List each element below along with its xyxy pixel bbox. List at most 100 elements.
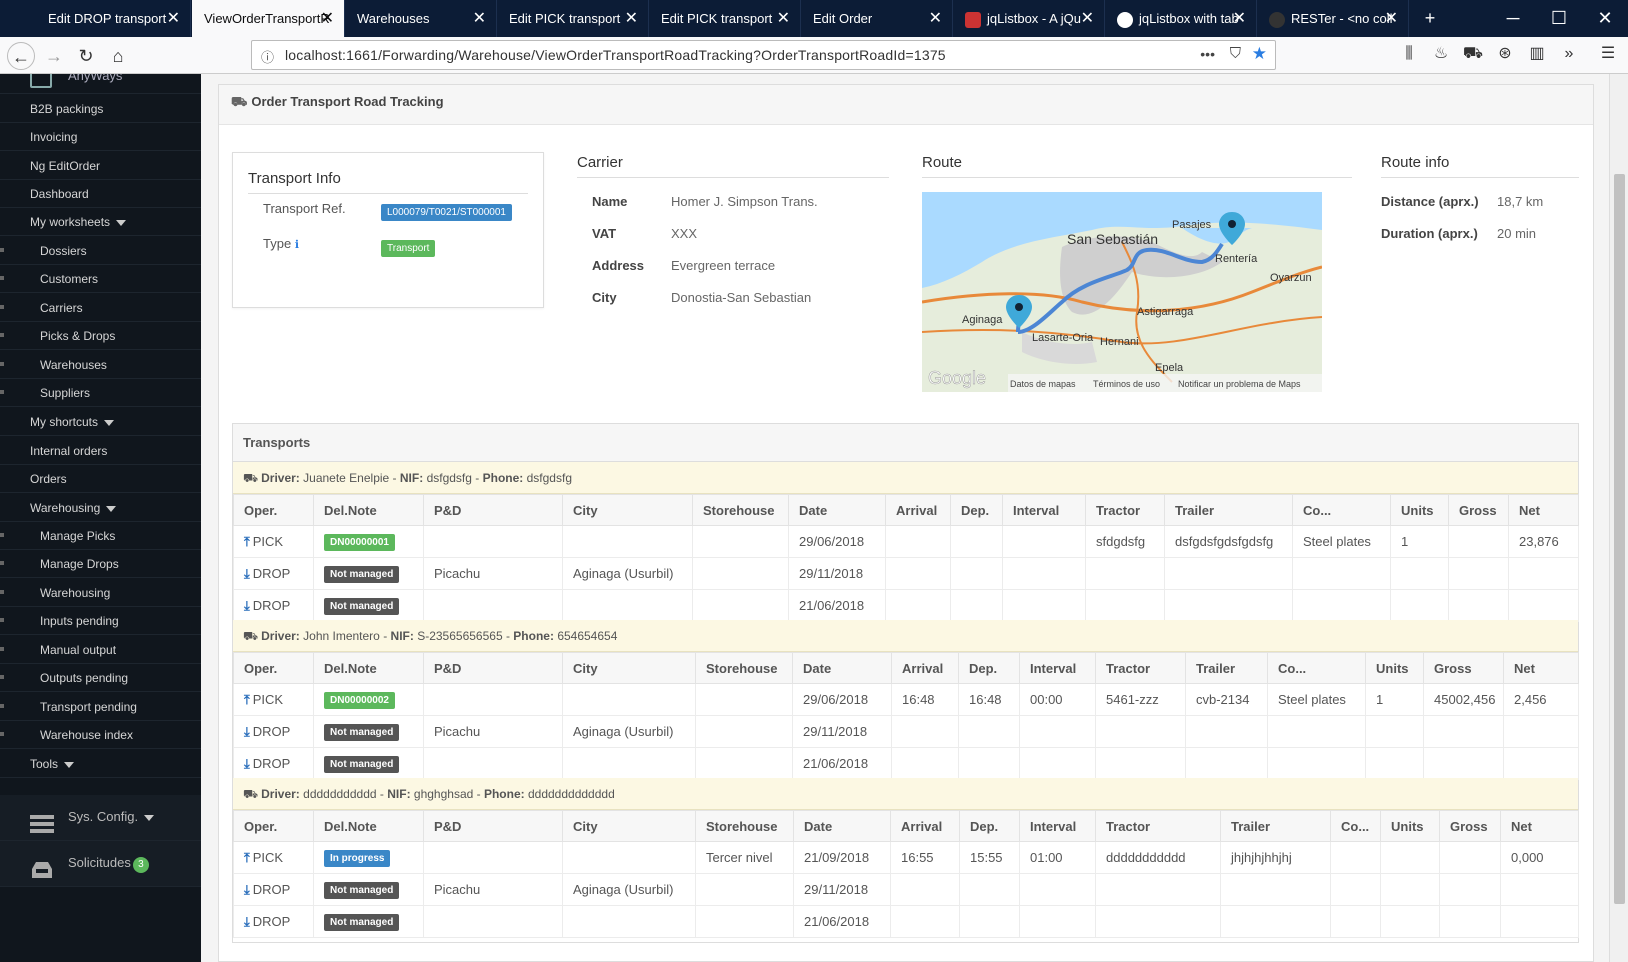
tab-view-order-transport[interactable]: ViewOrderTransportR ✕ xyxy=(192,0,345,37)
operation-link[interactable]: DROP xyxy=(252,881,291,897)
operation-link[interactable]: PICK xyxy=(252,533,284,549)
close-tab-icon[interactable]: ✕ xyxy=(776,10,790,27)
extension-icon[interactable]: ♨ xyxy=(1433,45,1449,62)
tab-edit-order[interactable]: Edit Order ✕ xyxy=(801,0,953,37)
sidebar-item[interactable]: Dashboard xyxy=(0,180,201,208)
sidebar-item[interactable]: Warehousing xyxy=(0,494,201,522)
sidebar-item[interactable]: Picks & Drops xyxy=(0,322,201,350)
column-header[interactable]: Oper. xyxy=(233,652,314,684)
map-pin-icon[interactable] xyxy=(1219,212,1245,245)
column-header[interactable]: Co... xyxy=(1267,652,1366,684)
sidebar-item[interactable]: Dossiers xyxy=(0,237,201,265)
map-data-link[interactable]: Datos de mapas xyxy=(1010,379,1076,389)
column-header[interactable]: Storehouse xyxy=(695,810,794,842)
sidebar-item[interactable]: Ng EditOrder xyxy=(0,152,201,180)
close-tab-icon[interactable]: ✕ xyxy=(166,10,180,27)
close-tab-icon[interactable]: ✕ xyxy=(928,10,942,27)
column-header[interactable]: City xyxy=(562,494,693,526)
operation-link[interactable]: DROP xyxy=(252,755,291,771)
table-row[interactable]: ⤒ PICK DN00000001 29/06/2018 sfdgdsfg dsfgdsf… xyxy=(233,525,1579,558)
info-icon[interactable]: ℹ xyxy=(294,239,299,251)
column-header[interactable]: P&D xyxy=(423,652,563,684)
table-row[interactable]: ⤒ PICK DN00000002 29/06/2018 16:48 16:48 00:00… xyxy=(233,683,1579,716)
column-header[interactable]: Co... xyxy=(1330,810,1381,842)
sidebar-top-item[interactable]: AnyWays xyxy=(0,74,201,94)
page-actions-icon[interactable]: ••• xyxy=(1200,46,1215,62)
sidebar-item[interactable]: Warehouses xyxy=(0,351,201,379)
map-pin-icon[interactable] xyxy=(1006,295,1032,328)
sidebar-item[interactable]: My shortcuts xyxy=(0,408,201,436)
table-row[interactable]: ⤓ DROP Not managed Picachu Aginaga (Usurbil)… xyxy=(233,873,1579,906)
sidebar-item[interactable]: Carriers xyxy=(0,294,201,322)
column-header[interactable]: Net xyxy=(1500,810,1579,842)
column-header[interactable]: Oper. xyxy=(233,810,314,842)
sidebar-toggle-icon[interactable]: ▥ xyxy=(1529,45,1545,62)
column-header[interactable]: Tractor xyxy=(1095,652,1186,684)
minimize-button[interactable]: ─ xyxy=(1506,8,1520,28)
column-header[interactable]: Arrival xyxy=(890,810,960,842)
column-header[interactable]: City xyxy=(562,810,696,842)
table-row[interactable]: ⤓ DROP Not managed 21/06/2018 xyxy=(233,905,1579,938)
menu-icon[interactable]: ☰ xyxy=(1600,45,1616,62)
operation-link[interactable]: DROP xyxy=(252,723,291,739)
column-header[interactable]: Interval xyxy=(1019,652,1096,684)
column-header[interactable]: Units xyxy=(1365,652,1424,684)
column-header[interactable]: Gross xyxy=(1448,494,1509,526)
tab-rester[interactable]: RESTer - <no coll ✕ xyxy=(1257,0,1409,37)
sidebar-item[interactable]: Warehousing xyxy=(0,579,201,607)
extension-icon[interactable]: ⛟ xyxy=(1462,45,1484,62)
column-header[interactable]: Trailer xyxy=(1164,494,1293,526)
tab-warehouses[interactable]: Warehouses ✕ xyxy=(345,0,497,37)
library-icon[interactable]: ⫼ xyxy=(1405,45,1413,62)
column-header[interactable]: Trailer xyxy=(1185,652,1268,684)
sidebar-item[interactable]: Warehouse index xyxy=(0,721,201,749)
sidebar-item[interactable]: B2B packings xyxy=(0,95,201,123)
column-header[interactable]: Units xyxy=(1380,810,1440,842)
column-header[interactable]: Arrival xyxy=(885,494,951,526)
sidebar-item[interactable]: Tools xyxy=(0,750,201,778)
column-header[interactable]: Date xyxy=(788,494,886,526)
column-header[interactable]: Gross xyxy=(1423,652,1504,684)
sidebar-item[interactable]: Transport pending xyxy=(0,693,201,721)
column-header[interactable]: Net xyxy=(1503,652,1579,684)
sidebar-item-sys-config[interactable]: Sys. Config. xyxy=(0,795,201,841)
overflow-icon[interactable]: » xyxy=(1564,45,1574,62)
sidebar-item[interactable]: Manage Picks xyxy=(0,522,201,550)
sidebar-item[interactable]: Inputs pending xyxy=(0,607,201,635)
close-tab-icon[interactable]: ✕ xyxy=(1080,10,1094,27)
sidebar-item[interactable]: Suppliers xyxy=(0,379,201,407)
tab-jqlistbox-tab[interactable]: jqListbox with tab ✕ xyxy=(1105,0,1257,37)
close-tab-icon[interactable]: ✕ xyxy=(1384,10,1398,27)
column-header[interactable]: Storehouse xyxy=(692,494,789,526)
table-row[interactable]: ⤓ DROP Not managed 21/06/2018 xyxy=(233,747,1579,780)
sidebar-item[interactable]: Internal orders xyxy=(0,437,201,465)
home-icon[interactable]: ⌂ xyxy=(112,46,124,66)
column-header[interactable]: Arrival xyxy=(891,652,959,684)
tab-jqlistbox[interactable]: jqListbox - A jQu ✕ xyxy=(953,0,1105,37)
column-header[interactable]: Co... xyxy=(1292,494,1391,526)
column-header[interactable]: City xyxy=(562,652,696,684)
column-header[interactable]: Oper. xyxy=(233,494,314,526)
table-row[interactable]: ⤓ DROP Not managed Picachu Aginaga (Usurbil)… xyxy=(233,715,1579,748)
column-header[interactable]: Dep. xyxy=(958,652,1020,684)
tab-edit-drop-transport[interactable]: Edit DROP transport ✕ xyxy=(36,0,191,37)
map-terms-link[interactable]: Términos de uso xyxy=(1093,379,1160,389)
close-window-button[interactable]: ✕ xyxy=(1597,8,1613,28)
sidebar-item[interactable]: Manage Drops xyxy=(0,550,201,578)
forward-icon[interactable]: → xyxy=(45,46,63,66)
operation-link[interactable]: DROP xyxy=(252,597,291,613)
scrollbar-thumb[interactable] xyxy=(1614,174,1625,904)
table-row[interactable]: ⤒ PICK In progress Tercer nivel 21/09/2018 16… xyxy=(233,841,1579,874)
info-icon[interactable]: ⓘ xyxy=(261,50,275,65)
url-bar[interactable]: ⓘ localhost:1661/Forwarding/Warehouse/Vi… xyxy=(251,40,1276,70)
extension-icon[interactable]: ⊛ xyxy=(1498,45,1512,62)
column-header[interactable]: Trailer xyxy=(1220,810,1331,842)
column-header[interactable]: Units xyxy=(1390,494,1449,526)
column-header[interactable]: Del.Note xyxy=(313,652,424,684)
column-header[interactable]: Interval xyxy=(1002,494,1086,526)
column-header[interactable]: Del.Note xyxy=(313,810,424,842)
sidebar-item[interactable]: My worksheets xyxy=(0,208,201,236)
table-row[interactable]: ⤓ DROP Not managed Picachu Aginaga (Usurbil)… xyxy=(233,557,1579,590)
map-report-link[interactable]: Notificar un problema de Maps xyxy=(1178,379,1301,389)
column-header[interactable]: Storehouse xyxy=(695,652,793,684)
